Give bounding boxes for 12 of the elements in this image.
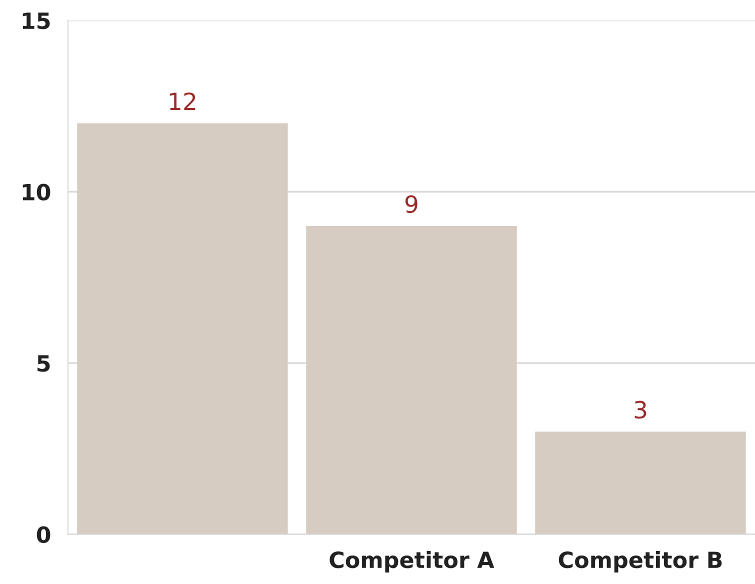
x-tick-label: Competitor A xyxy=(330,551,494,573)
data-label: 9 xyxy=(405,195,418,214)
data-label: 12 xyxy=(170,92,196,110)
y-tick-label: 15 xyxy=(22,12,50,30)
y-tick-label: 0 xyxy=(36,526,50,544)
y-tick-label: 10 xyxy=(22,184,50,201)
bar xyxy=(306,226,517,534)
x-tick-label: Competitor B xyxy=(558,551,722,573)
data-label: 3 xyxy=(634,400,646,419)
bar xyxy=(535,432,746,534)
bar xyxy=(77,123,288,534)
y-tick-label: 5 xyxy=(38,355,50,372)
